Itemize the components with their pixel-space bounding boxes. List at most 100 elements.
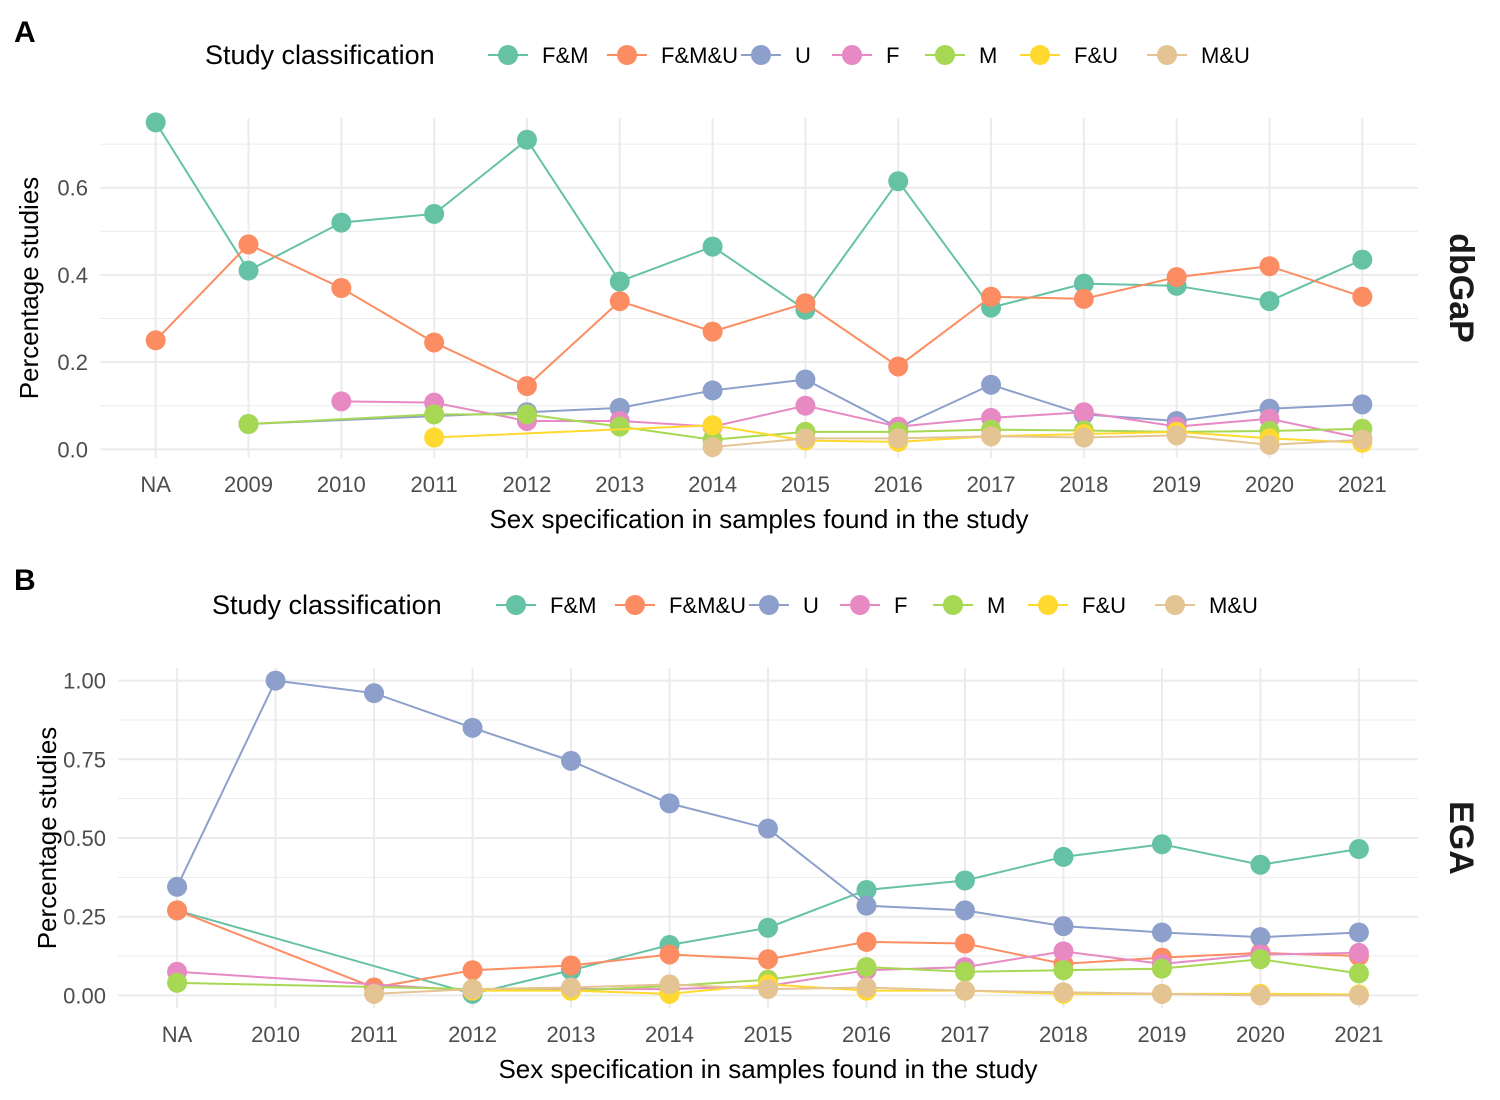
data-point	[856, 957, 877, 978]
y-tick-label: 0.6	[57, 176, 88, 201]
data-point	[561, 977, 582, 998]
data-point	[364, 683, 385, 704]
legend-key-dot	[751, 45, 771, 65]
data-point	[1073, 402, 1094, 423]
series-mandu	[364, 974, 1369, 1006]
data-point	[424, 203, 445, 224]
y-tick-label: 0.2	[57, 350, 88, 375]
legend-label: F&U	[1074, 43, 1118, 68]
legend-item-m: M	[925, 43, 997, 68]
facet-strip-label: EGA	[1442, 801, 1480, 875]
x-tick-label: 2013	[547, 1022, 596, 1047]
panel-dbgap: A Study classification F&M F&M&U U F M F&U M&U 0.…	[14, 16, 1480, 534]
series-layer	[167, 670, 1369, 1006]
series-line	[154, 243, 1363, 388]
legend-title: Study classification	[205, 40, 435, 70]
x-tick-label: 2020	[1236, 1022, 1285, 1047]
data-point	[1348, 839, 1369, 860]
data-point	[1348, 942, 1369, 963]
x-axis-title: Sex specification in samples found in th…	[498, 1054, 1037, 1084]
legend-key-dot	[943, 595, 963, 615]
legend-label: F&M	[542, 43, 588, 68]
legend-label: U	[803, 593, 819, 618]
data-point	[1073, 288, 1094, 309]
data-point	[331, 391, 352, 412]
x-tick-label: 2017	[967, 472, 1016, 497]
data-point	[856, 895, 877, 916]
y-tick-label: 0.25	[63, 905, 106, 930]
x-tick-label: 2020	[1245, 472, 1294, 497]
data-point	[1053, 941, 1074, 962]
legend-item-u: U	[749, 593, 819, 618]
x-tick-label: 2009	[224, 472, 273, 497]
panel-label: A	[14, 16, 36, 49]
data-point	[981, 426, 1002, 447]
panel-ega: B Study classification F&M F&M&U U F M F&U M&U 0.…	[14, 564, 1480, 1084]
x-tick-label: 2010	[251, 1022, 300, 1047]
data-point	[462, 979, 483, 1000]
data-point	[888, 171, 909, 192]
legend-label: F	[894, 593, 907, 618]
data-point	[1259, 434, 1280, 455]
legend-item-mandu: M&U	[1155, 593, 1258, 618]
series-fandm	[145, 112, 1373, 320]
y-tick-label: 0.75	[63, 747, 106, 772]
data-point	[758, 917, 778, 938]
data-point	[1250, 927, 1271, 948]
data-point	[1352, 394, 1373, 415]
legend-label: M	[987, 593, 1005, 618]
data-point	[167, 876, 188, 897]
x-tick-label: 2014	[688, 472, 737, 497]
legend: Study classification F&M F&M&U U F M F&U M&U	[205, 40, 1250, 70]
legend-label: M	[979, 43, 997, 68]
legend-item-m: M	[933, 593, 1005, 618]
x-tick-label: 2021	[1338, 472, 1387, 497]
data-point	[424, 332, 445, 353]
data-point	[659, 944, 680, 965]
data-point	[462, 717, 483, 738]
data-point	[609, 291, 630, 312]
x-tick-label: NA	[162, 1022, 193, 1047]
data-point	[702, 236, 723, 257]
legend-label: F&M&U	[661, 43, 738, 68]
x-tick-label: 2015	[744, 1022, 793, 1047]
y-axis-title: Percentage studies	[32, 727, 62, 950]
series-line	[176, 909, 1359, 989]
legend-label: F&M&U	[669, 593, 746, 618]
data-point	[1352, 286, 1373, 307]
data-point	[702, 321, 723, 342]
y-tick-label: 0.4	[57, 263, 88, 288]
data-point	[981, 286, 1002, 307]
data-point	[795, 395, 816, 416]
legend-title: Study classification	[212, 590, 442, 620]
data-point	[1352, 249, 1373, 270]
x-tick-label: 2018	[1059, 472, 1108, 497]
data-point	[238, 414, 259, 434]
x-tick-label: 2012	[448, 1022, 497, 1047]
data-point	[1151, 922, 1172, 943]
data-point	[561, 750, 582, 771]
data-point	[424, 404, 445, 425]
legend: Study classification F&M F&M&U U F M F&U M&U	[212, 590, 1258, 620]
legend-item-fandmandu: F&M&U	[615, 593, 746, 618]
legend-key-dot	[1038, 595, 1058, 615]
data-point	[1352, 429, 1373, 450]
legend-item-fandm: F&M	[488, 43, 588, 68]
data-point	[795, 293, 816, 314]
grid	[100, 118, 1418, 458]
data-point	[702, 415, 723, 436]
legend-label: F	[886, 43, 899, 68]
data-point	[1348, 963, 1369, 984]
data-point	[954, 980, 975, 1001]
series-line	[154, 121, 1363, 312]
data-point	[1053, 982, 1074, 1003]
legend-item-fandm: F&M	[496, 593, 596, 618]
data-point	[1151, 958, 1172, 979]
y-tick-label: 0.00	[63, 983, 106, 1008]
y-tick-label: 0.50	[63, 826, 106, 851]
legend-key-dot	[1165, 595, 1185, 615]
data-point	[145, 330, 166, 351]
series-line	[341, 400, 1363, 440]
data-point	[1166, 425, 1187, 446]
x-tick-label: 2019	[1152, 472, 1201, 497]
